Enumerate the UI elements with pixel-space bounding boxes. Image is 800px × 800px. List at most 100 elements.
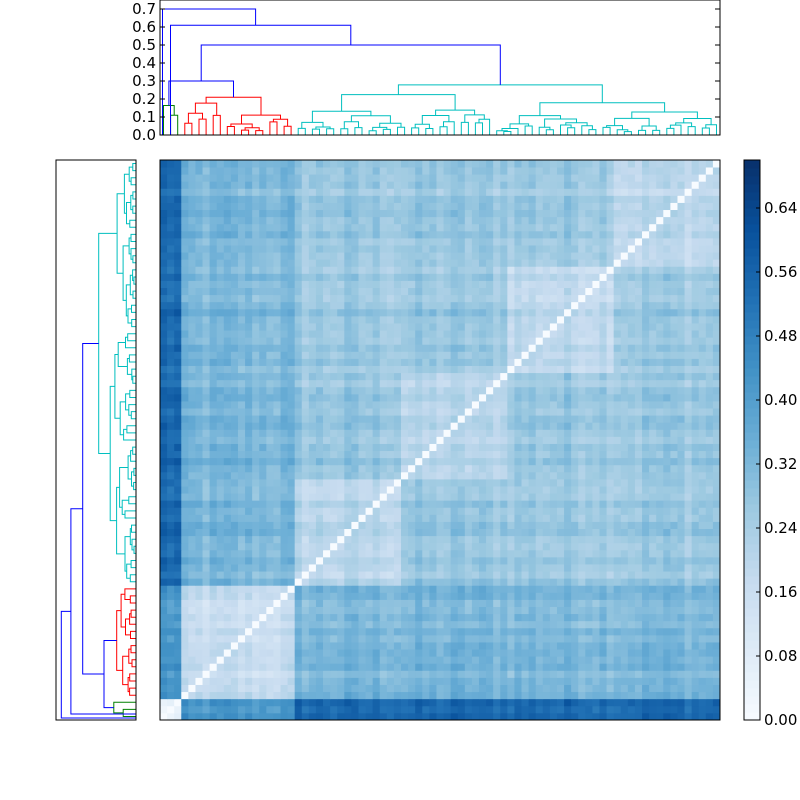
- heatmap-cell: [556, 556, 565, 565]
- heatmap-cell: [209, 691, 218, 700]
- heatmap-cell: [181, 330, 189, 338]
- heatmap-cell: [223, 323, 232, 331]
- heatmap-cell: [599, 542, 607, 551]
- dendrogram-link: [705, 124, 717, 135]
- heatmap-cell: [564, 429, 572, 437]
- heatmap-cell: [457, 663, 466, 671]
- heatmap-cell: [712, 521, 721, 530]
- heatmap-cell: [252, 592, 260, 600]
- heatmap-cell: [542, 578, 551, 586]
- heatmap-cell: [599, 599, 607, 607]
- heatmap-cell: [592, 393, 600, 402]
- heatmap-cell: [308, 620, 317, 629]
- heatmap-cell: [677, 486, 685, 494]
- heatmap-cell: [344, 471, 352, 480]
- heatmap-cell: [556, 493, 565, 501]
- heatmap-cell: [712, 606, 721, 615]
- heatmap-cell: [287, 670, 296, 678]
- heatmap-cell: [401, 613, 409, 622]
- heatmap-cell: [656, 549, 664, 558]
- heatmap-cell: [663, 514, 671, 522]
- heatmap-cell: [656, 585, 664, 593]
- heatmap-cell: [365, 677, 374, 685]
- heatmap-cell: [209, 344, 218, 352]
- heatmap-cell: [408, 287, 416, 296]
- heatmap-cell: [358, 592, 366, 600]
- heatmap-cell: [266, 705, 274, 714]
- heatmap-cell: [564, 436, 572, 444]
- heatmap-cell: [323, 401, 331, 409]
- heatmap-cell: [606, 365, 615, 374]
- heatmap-cell: [663, 372, 671, 381]
- heatmap-cell: [578, 507, 586, 515]
- heatmap-cell: [294, 422, 303, 430]
- heatmap-cell: [237, 585, 246, 593]
- heatmap-cell: [493, 351, 501, 359]
- heatmap-cell: [585, 663, 593, 671]
- heatmap-cell: [471, 478, 480, 487]
- heatmap-cell: [500, 528, 508, 537]
- heatmap-cell: [181, 393, 189, 402]
- dendrogram-link: [518, 115, 561, 124]
- heatmap-cell: [323, 592, 331, 600]
- heatmap-cell: [606, 294, 615, 303]
- heatmap-cell: [280, 627, 288, 636]
- heatmap-cell: [294, 542, 303, 551]
- heatmap-cell: [266, 379, 274, 388]
- heatmap-cell: [627, 365, 636, 374]
- heatmap-cell: [620, 358, 629, 366]
- heatmap-cell: [429, 351, 437, 359]
- heatmap-cell: [620, 443, 629, 452]
- heatmap-cell: [443, 521, 452, 530]
- heatmap-cell: [209, 386, 218, 395]
- heatmap-cell: [358, 457, 366, 466]
- heatmap-cell: [627, 422, 636, 430]
- heatmap-cell: [684, 712, 693, 721]
- heatmap-cell: [216, 443, 225, 452]
- heatmap-cell: [663, 578, 671, 586]
- heatmap-cell: [379, 507, 388, 515]
- heatmap-cell: [308, 684, 317, 693]
- heatmap-cell: [698, 323, 707, 331]
- heatmap-cell: [663, 705, 671, 714]
- heatmap-cell: [599, 663, 607, 671]
- heatmap-cell: [698, 408, 707, 416]
- heatmap-cell: [507, 606, 515, 615]
- heatmap-cell: [273, 422, 281, 430]
- heatmap-cell: [443, 585, 452, 593]
- heatmap-cell: [301, 351, 310, 359]
- heatmap-cell: [500, 337, 508, 345]
- heatmap-cell: [436, 351, 444, 359]
- heatmap-cell: [252, 330, 260, 338]
- heatmap-cell: [471, 372, 480, 381]
- heatmap-cell: [188, 571, 196, 579]
- heatmap-cell: [500, 344, 508, 352]
- heatmap-cell: [698, 401, 707, 409]
- heatmap-cell: [167, 294, 175, 303]
- heatmap-cell: [365, 684, 374, 693]
- heatmap-cell: [245, 429, 253, 437]
- dendrogram-link: [687, 126, 696, 135]
- heatmap-cell: [216, 634, 225, 643]
- heatmap-cell: [698, 592, 707, 600]
- heatmap-cell: [663, 606, 671, 615]
- heatmap-cell: [408, 634, 416, 643]
- heatmap-cell: [365, 429, 374, 437]
- heatmap-cell: [691, 408, 700, 416]
- heatmap-cell: [323, 578, 331, 586]
- heatmap-cell: [549, 358, 558, 366]
- heatmap-cell: [542, 712, 551, 721]
- heatmap-cell: [202, 528, 211, 537]
- heatmap-cell: [535, 507, 544, 515]
- heatmap-cell: [457, 677, 466, 685]
- heatmap-cell: [670, 556, 678, 565]
- heatmap-cell: [571, 705, 579, 714]
- heatmap-cell: [401, 670, 409, 678]
- heatmap-cell: [528, 698, 537, 707]
- heatmap-cell: [429, 294, 437, 303]
- heatmap-cell: [188, 670, 196, 678]
- heatmap-cell: [245, 521, 253, 530]
- heatmap-cell: [408, 627, 416, 636]
- heatmap-cell: [556, 712, 565, 721]
- heatmap-cell: [386, 634, 395, 643]
